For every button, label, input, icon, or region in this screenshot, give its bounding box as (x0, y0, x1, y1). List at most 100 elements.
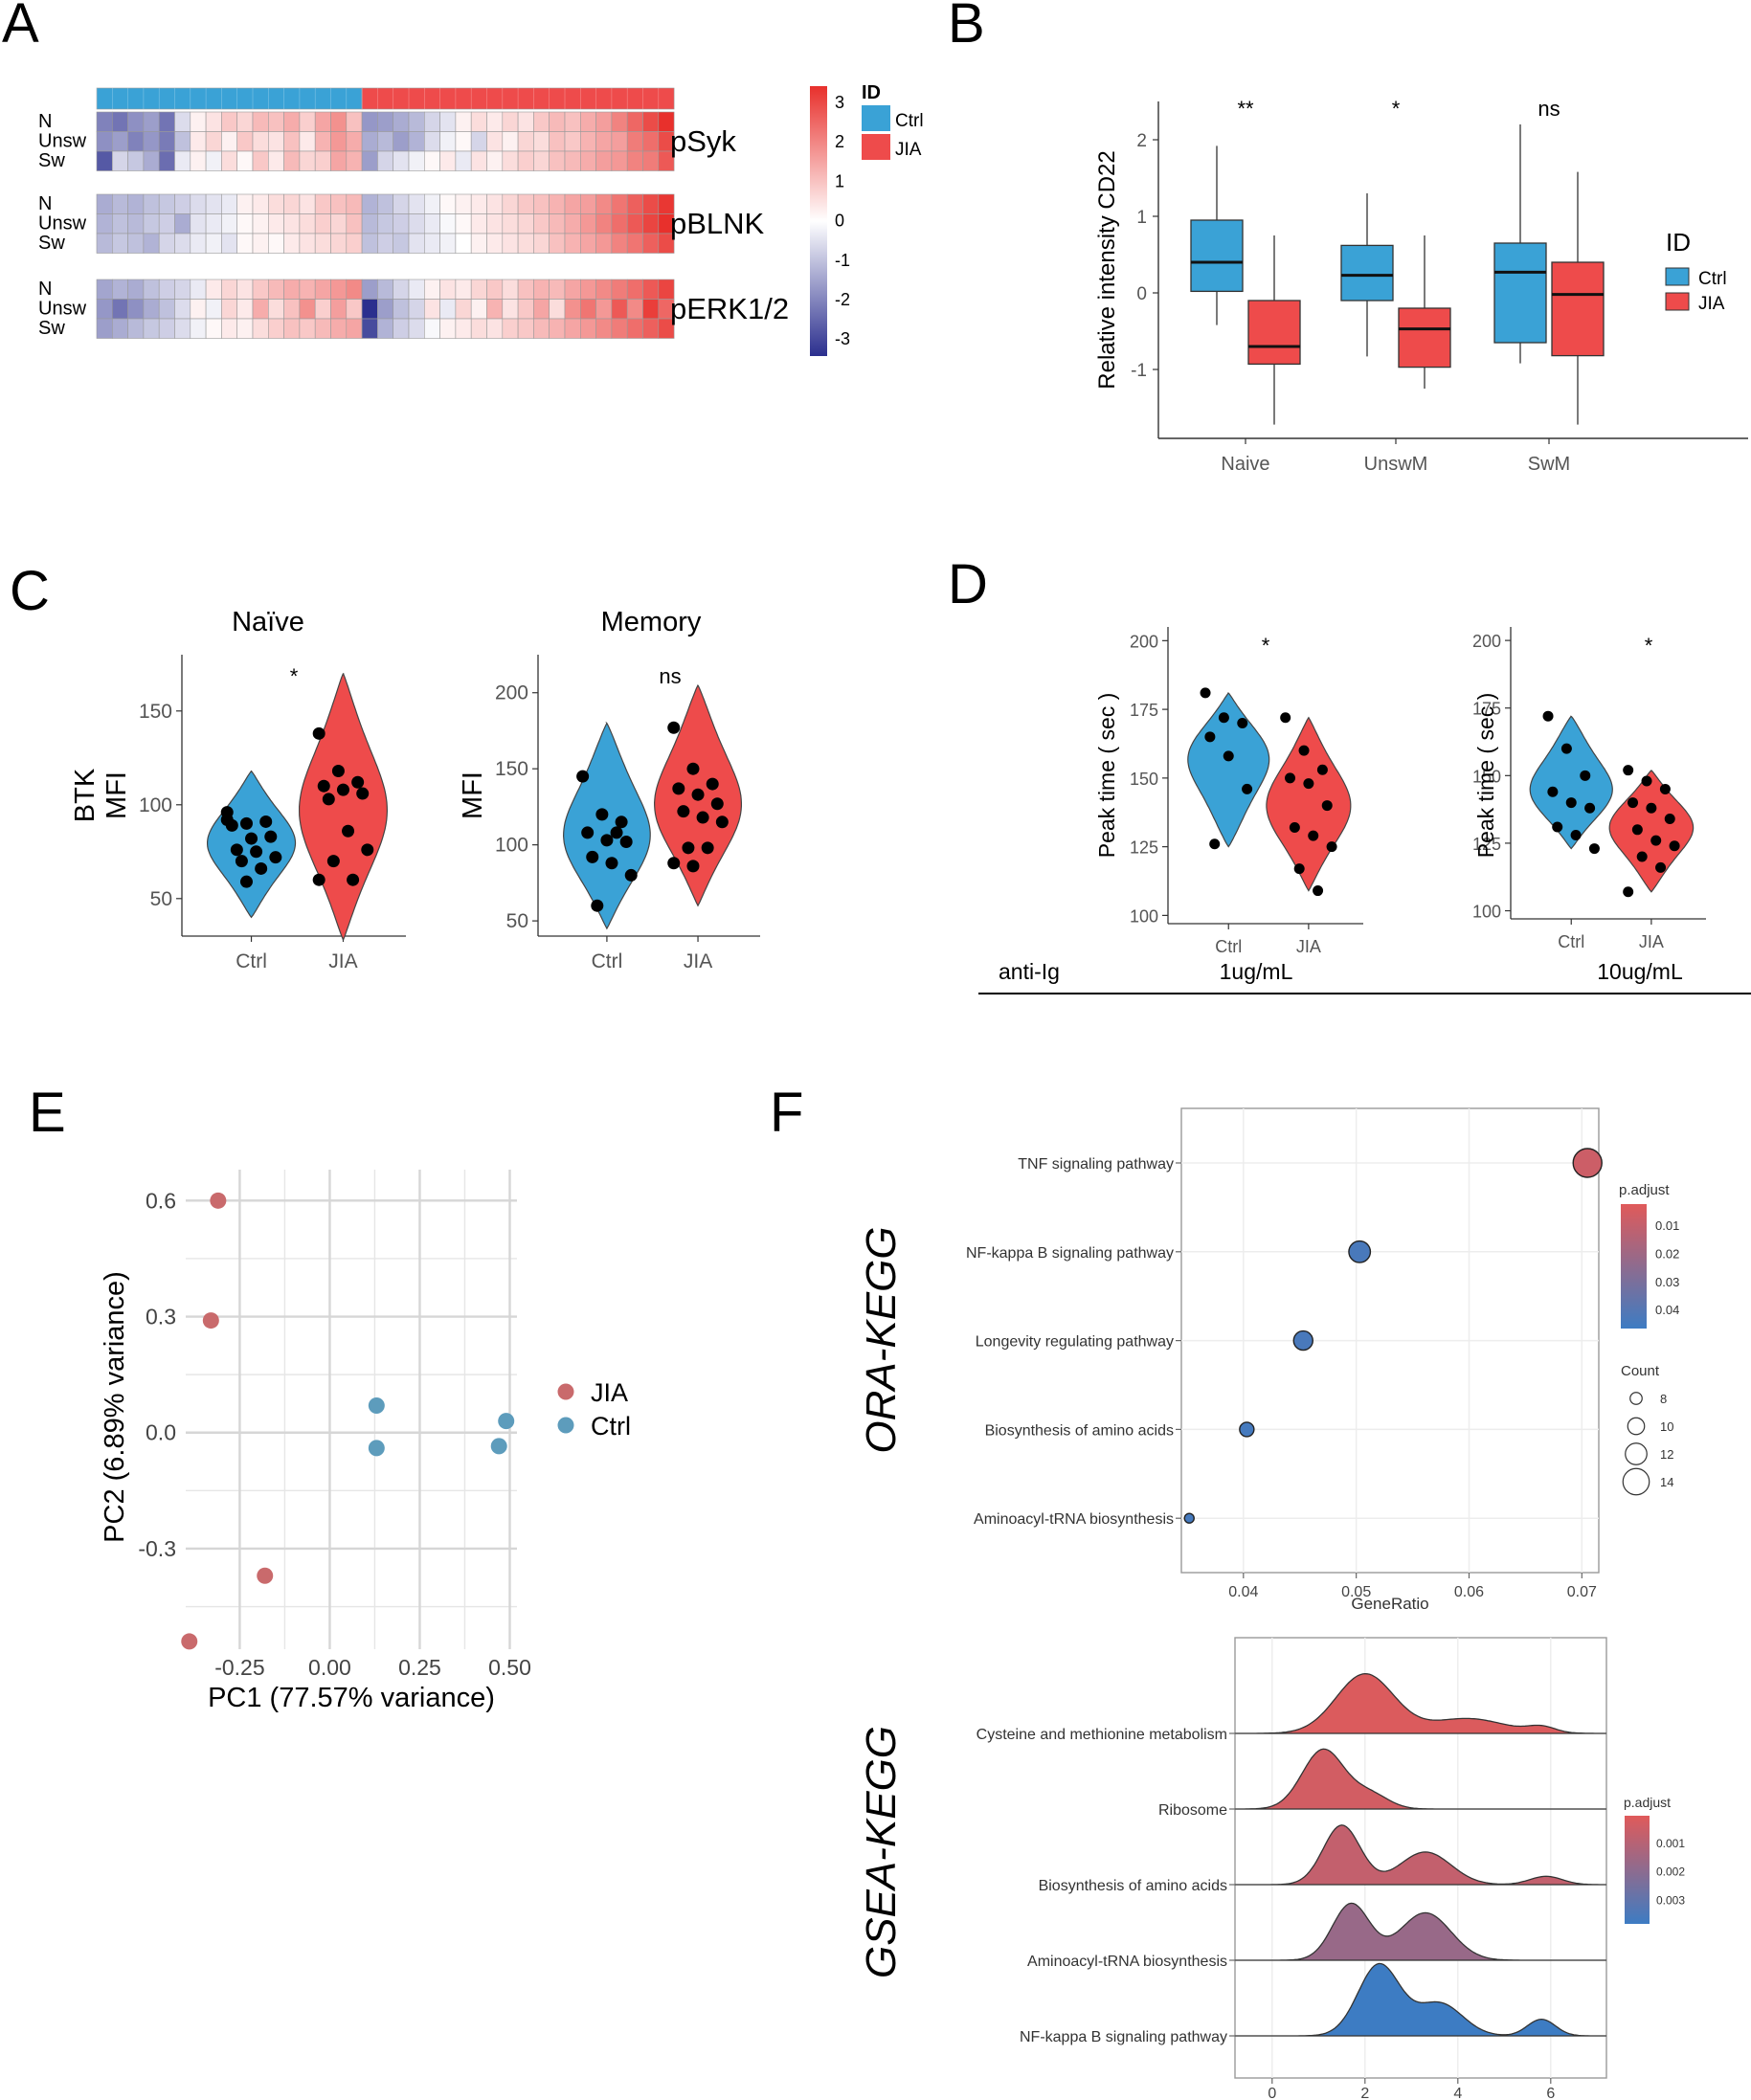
data-point (1628, 797, 1639, 809)
heatmap-cell (299, 111, 316, 132)
heatmap-cell (642, 150, 660, 171)
heatmap-cell (112, 279, 128, 300)
y-tick-label: 150 (1130, 770, 1158, 789)
legend-key-ctrl (1665, 267, 1690, 286)
data-point (1218, 712, 1229, 724)
data-point (331, 765, 345, 778)
heatmap-cell (549, 193, 566, 214)
heatmap-cell (423, 131, 440, 152)
heatmap-cell (252, 279, 269, 300)
heatmap-cell (533, 233, 550, 254)
heatmap-cell (174, 193, 191, 214)
data-point (250, 845, 263, 859)
x-axis-label: GeneRatio (1351, 1595, 1428, 1613)
side-label: GSEA-KEGG (858, 1726, 905, 1978)
panel-label-a: A (2, 0, 39, 55)
data-point (1326, 841, 1337, 853)
legend-label: JIA (895, 140, 922, 160)
data-point (239, 816, 253, 830)
data-point (1664, 814, 1675, 825)
heatmap-cell (564, 111, 581, 132)
heatmap-cell (455, 299, 472, 320)
heatmap-cell (470, 150, 487, 171)
data-point (686, 762, 700, 775)
y-tick-label: 2 (1136, 131, 1147, 151)
x-tick-label: 0.04 (1228, 1584, 1258, 1600)
heatmap-cell (439, 233, 457, 254)
panel-label-e: E (29, 1082, 66, 1144)
panel-f-gsea-ridgeplot: 0 2 4 6 Cysteine and methionine metabolism Ri… (858, 1637, 1685, 2100)
colorbar-tick-label: 2 (835, 132, 844, 151)
significance-label: * (1645, 634, 1653, 658)
footer-label: anti-Ig (999, 959, 1060, 984)
data-point (322, 793, 335, 806)
heatmap-cell (143, 279, 160, 300)
heatmap-cell (314, 193, 331, 214)
heatmap-cell (408, 318, 425, 339)
heatmap-cell (595, 111, 613, 132)
heatmap-cell (236, 233, 254, 254)
heatmap-cell (642, 111, 660, 132)
heatmap-cell (346, 279, 363, 300)
y-tick-label: 50 (150, 888, 172, 910)
pathway-label: TNF signaling pathway (1018, 1156, 1174, 1173)
pathway-label: Cysteine and methionine metabolism (977, 1727, 1227, 1743)
heatmap-cell (252, 193, 269, 214)
heatmap-cell (174, 213, 191, 235)
heatmap-cell (221, 111, 237, 132)
panel-f-ora-dotplot: 0.04 0.05 0.06 0.07 TNF signaling pathway NF-… (858, 1107, 1679, 1613)
heatmap-cell (626, 131, 643, 152)
heatmap-cell (517, 318, 534, 339)
heatmap-cell (96, 279, 113, 300)
heatmap-row-label: Sw (38, 318, 65, 339)
data-point (710, 797, 724, 811)
heatmap-cell (455, 233, 472, 254)
data-point (1204, 731, 1216, 743)
heatmap-cell (533, 131, 550, 152)
heatmap-cell (283, 193, 301, 214)
heatmap-cell (174, 233, 191, 254)
heatmap-cell (549, 299, 566, 320)
panel-c-violins: 50 100 150 Ctrl JIA Naïve * 50 100 150 200 Ctrl JIA M… (70, 607, 760, 972)
heatmap-cell (267, 193, 284, 214)
legend-title: Count (1621, 1363, 1660, 1379)
data-point (342, 824, 355, 838)
data-point (1223, 750, 1234, 762)
panel-label-d: D (948, 553, 988, 615)
data-point (1242, 783, 1253, 794)
heatmap-cell (611, 318, 628, 339)
violin-ctrl (1529, 715, 1613, 850)
heatmap-cell (470, 131, 487, 152)
y-axis-label: MFI (101, 771, 132, 819)
y-tick-label: 0.6 (146, 1188, 176, 1213)
heatmap-cell (408, 299, 425, 320)
heatmap-cell (455, 150, 472, 171)
y-tick-label: 100 (495, 835, 528, 857)
data-point (1289, 822, 1300, 834)
heatmap-cell (299, 193, 316, 214)
heatmap-cell (502, 233, 519, 254)
heatmap-cell (127, 131, 145, 152)
data-point (715, 815, 729, 829)
heatmap-cell (408, 279, 425, 300)
legend-label: Ctrl (895, 111, 924, 131)
x-tick-label: JIA (1296, 937, 1321, 956)
heatmap-cell (221, 131, 237, 152)
heatmap-cell (502, 279, 519, 300)
heatmap-cell (96, 299, 113, 320)
heatmap-cell (642, 299, 660, 320)
heatmap-cell (314, 233, 331, 254)
pca-point-ctrl (368, 1440, 385, 1457)
heatmap-cell (346, 111, 363, 132)
data-point (1209, 838, 1221, 850)
x-tick-label: JIA (1639, 932, 1664, 951)
heatmap-cell (549, 150, 566, 171)
box-ctrl (1493, 242, 1547, 344)
data-point (1308, 830, 1319, 841)
heatmap-cell (533, 318, 550, 339)
heatmap-cell (455, 111, 472, 132)
y-tick-label: 100 (1472, 903, 1501, 922)
heatmap-cell (517, 111, 534, 132)
heatmap-cell (502, 111, 519, 132)
legend-key-jia (1665, 292, 1690, 311)
